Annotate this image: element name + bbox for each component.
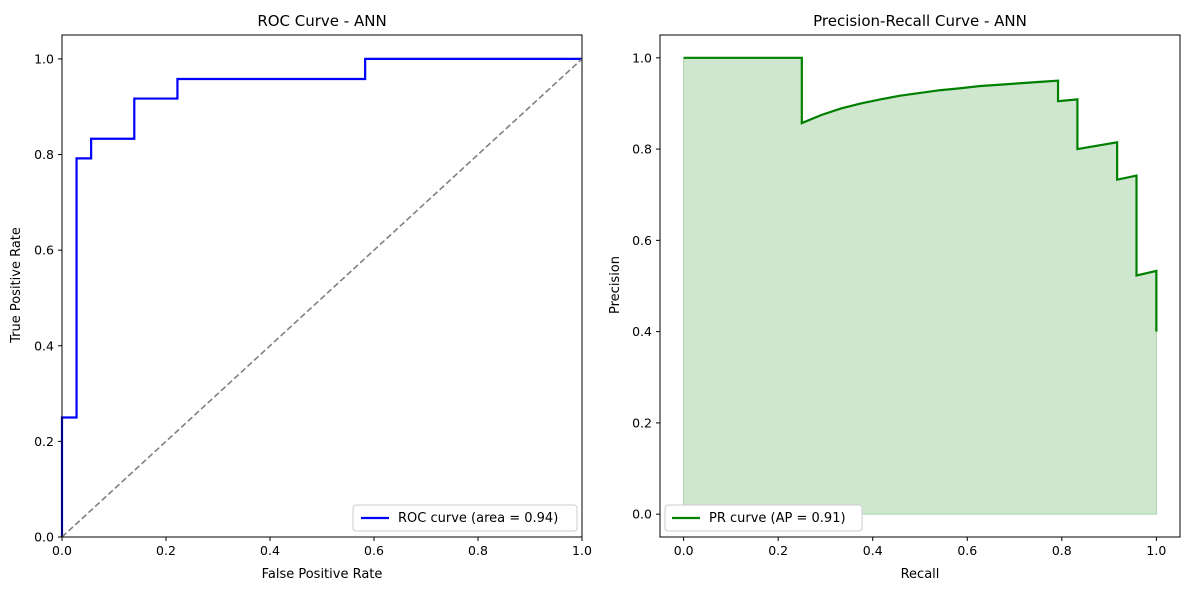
roc-legend-label: ROC curve (area = 0.94) — [398, 511, 558, 526]
roc-axes-frame — [61, 34, 583, 538]
pr-chart-title: Precision-Recall Curve - ANN — [813, 12, 1027, 30]
roc-x-tick-label: 0.2 — [156, 543, 176, 558]
pr-area-fill — [683, 57, 1157, 515]
roc-y-tick-label: 0.8 — [34, 147, 54, 162]
pr-axes-frame — [659, 34, 1181, 538]
roc-curve-line — [60, 57, 582, 537]
roc-legend: ROC curve (area = 0.94) — [352, 504, 578, 532]
pr-y-tick-label: 0.0 — [632, 507, 652, 522]
roc-y-axis-label: True Positive Rate — [9, 227, 24, 344]
pr-plot-area: 0.0 0.2 0.4 0.6 0.8 1.0 0.0 0.2 0.4 0.6 0.8 1.0 — [632, 34, 1181, 558]
pr-y-tick-label: 0.4 — [632, 324, 652, 339]
pr-y-tick-label: 0.6 — [632, 233, 652, 248]
pr-x-axis-label: Recall — [901, 567, 940, 582]
roc-x-axis-label: False Positive Rate — [262, 567, 383, 582]
roc-y-tick-label: 0.4 — [34, 338, 54, 353]
roc-chart-title: ROC Curve - ANN — [257, 12, 386, 30]
pr-curve-line — [683, 56, 1158, 332]
pr-legend-box — [664, 504, 863, 532]
pr-y-tick-label: 0.8 — [632, 142, 652, 157]
pr-x-tick-label: 0.8 — [1052, 543, 1072, 558]
pr-legend-label: PR curve (AP = 0.91) — [709, 511, 846, 526]
roc-chart: ROC Curve - ANN False Positive Rate True… — [9, 12, 592, 582]
roc-y-tick-label: 0.6 — [34, 243, 54, 258]
pr-x-tick-label: 0.6 — [957, 543, 977, 558]
pr-x-tick-label: 0.2 — [768, 543, 788, 558]
roc-plot-area: 0.0 0.2 0.4 0.6 0.8 1.0 0.0 0.2 0.4 0.6 0.8 1.0 — [34, 34, 592, 558]
roc-x-tick-label: 0.4 — [260, 543, 280, 558]
pr-y-tick-label: 1.0 — [632, 50, 652, 65]
pr-x-tick-label: 0.0 — [674, 543, 694, 558]
pr-chart: Precision-Recall Curve - ANN Recall Prec… — [608, 12, 1181, 582]
roc-y-tick-label: 0.2 — [34, 434, 54, 449]
roc-y-tick-label: 1.0 — [34, 51, 54, 66]
roc-chance-diagonal-line — [61, 58, 583, 538]
roc-y-tick-label: 0.0 — [34, 530, 54, 545]
pr-x-tick-label: 0.4 — [863, 543, 883, 558]
roc-x-tick-label: 0.8 — [468, 543, 488, 558]
roc-x-tick-label: 0.6 — [364, 543, 384, 558]
pr-x-tick-label: 1.0 — [1146, 543, 1166, 558]
roc-x-tick-label: 0.0 — [52, 543, 72, 558]
pr-legend: PR curve (AP = 0.91) — [664, 504, 863, 532]
roc-x-tick-label: 1.0 — [572, 543, 592, 558]
pr-y-tick-label: 0.2 — [632, 415, 652, 430]
roc-legend-box — [352, 504, 578, 532]
pr-y-axis-label: Precision — [608, 256, 623, 314]
